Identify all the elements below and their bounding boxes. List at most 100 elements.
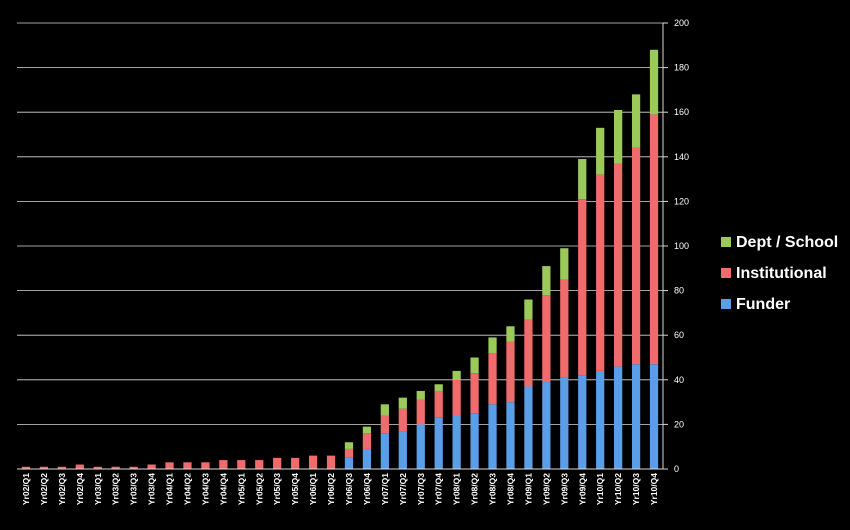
bar-institutional	[291, 457, 300, 469]
bar-institutional	[21, 466, 31, 469]
axes: 0 20 40 60 80 100 120 140 160 180 200 Yr02/Q1 Yr02/Q…	[17, 18, 689, 505]
bar-institutional	[578, 199, 587, 376]
y-tick-label: 200	[674, 18, 689, 28]
bar-institutional	[416, 399, 425, 425]
bar-funder	[488, 404, 497, 469]
bar-institutional	[344, 448, 354, 458]
bar-dept-school	[578, 159, 587, 200]
x-tick-label: Yr06/Q3	[344, 473, 354, 505]
x-tick-label: Yr02/Q2	[39, 473, 49, 505]
bar-funder	[524, 386, 533, 469]
bar-funder	[542, 382, 551, 469]
bar-institutional	[631, 147, 641, 365]
x-tick-label: Yr07/Q3	[416, 473, 426, 505]
x-tick-label: Yr07/Q2	[398, 473, 408, 505]
x-tick-label: Yr05/Q1	[236, 473, 246, 505]
bar-institutional	[57, 466, 66, 469]
x-tick-label: Yr04/Q4	[218, 473, 228, 505]
x-tick-label: Yr07/Q4	[434, 473, 444, 505]
x-tick-label: Yr08/Q3	[488, 473, 498, 505]
bar-institutional	[488, 353, 497, 405]
x-tick-label: Yr08/Q1	[452, 473, 462, 505]
bar-institutional	[614, 163, 623, 367]
y-tick-label: 120	[674, 196, 689, 206]
y-tick-label: 160	[674, 107, 689, 117]
bar-funder	[344, 457, 354, 469]
x-tick-label: Yr05/Q4	[290, 473, 300, 505]
y-tick-label: 180	[674, 63, 689, 73]
gridlines	[17, 22, 663, 470]
x-tick-label: Yr10/Q4	[649, 473, 659, 505]
legend: Dept / School Institutional Funder	[721, 234, 838, 313]
x-tick-label: Yr07/Q1	[380, 473, 390, 505]
bar-dept-school	[398, 397, 407, 409]
bar-institutional	[237, 460, 246, 469]
x-tick-label: Yr06/Q2	[326, 473, 336, 505]
x-tick-label: Yr02/Q4	[75, 473, 85, 505]
legend-swatch-dept-school	[721, 237, 731, 247]
bar-institutional	[506, 341, 515, 403]
bar-funder	[416, 424, 425, 469]
x-tick-label: Yr02/Q1	[21, 473, 31, 505]
bar-institutional	[201, 462, 210, 469]
legend-label-institutional: Institutional	[736, 265, 827, 282]
bar-dept-school	[362, 426, 372, 434]
x-tick-label: Yr04/Q2	[182, 473, 192, 505]
y-tick-label: 0	[674, 464, 679, 474]
x-tick-label: Yr10/Q3	[631, 473, 641, 505]
x-tick-label: Yr02/Q3	[57, 473, 67, 505]
bar-institutional	[452, 379, 461, 416]
bar-funder	[470, 413, 479, 469]
bar-dept-school	[542, 266, 551, 296]
x-tick-label: Yr09/Q2	[541, 473, 551, 505]
x-tick-label: Yr09/Q4	[577, 473, 587, 505]
bar-dept-school	[649, 49, 659, 115]
x-tick-label: Yr03/Q2	[111, 473, 121, 505]
x-tick-label: Yr08/Q4	[505, 473, 515, 505]
legend-label-dept-school: Dept / School	[736, 234, 838, 251]
bar-funder	[631, 364, 641, 469]
bar-funder	[649, 364, 659, 469]
bar-institutional	[326, 455, 336, 469]
x-tick-label: Yr06/Q1	[308, 473, 318, 505]
bar-institutional	[39, 466, 49, 469]
bar-funder	[398, 431, 407, 469]
bar-dept-school	[614, 109, 623, 164]
x-tick-label: Yr04/Q1	[165, 473, 175, 505]
x-tick-label: Yr03/Q1	[93, 473, 103, 505]
bar-dept-school	[631, 94, 641, 148]
y-tick-label: 140	[674, 152, 689, 162]
legend-label-funder: Funder	[736, 296, 790, 313]
y-tick-label: 100	[674, 241, 689, 251]
bar-institutional	[398, 408, 407, 432]
x-tick-label: Yr05/Q3	[272, 473, 282, 505]
y-tick-label: 80	[674, 286, 684, 296]
bar-institutional	[308, 455, 318, 469]
bar-funder	[362, 448, 372, 469]
legend-swatch-funder	[721, 299, 731, 309]
bar-dept-school	[416, 390, 425, 400]
bar-institutional	[219, 460, 228, 469]
bar-institutional	[183, 462, 192, 469]
bar-institutional	[273, 457, 282, 469]
bar-funder	[560, 377, 569, 469]
bar-institutional	[147, 464, 156, 469]
bar-institutional	[380, 415, 389, 434]
bar-funder	[506, 402, 515, 469]
bar-institutional	[470, 373, 479, 414]
bar-institutional	[129, 466, 138, 469]
legend-swatch-institutional	[721, 268, 731, 278]
bar-dept-school	[380, 404, 389, 416]
bar-funder	[452, 415, 461, 469]
bar-institutional	[111, 466, 120, 469]
bars	[21, 49, 659, 469]
bar-institutional	[75, 464, 84, 469]
bar-dept-school	[506, 326, 515, 342]
x-tick-label: Yr03/Q4	[147, 473, 157, 505]
x-tick-label: Yr06/Q4	[362, 473, 372, 505]
bar-dept-school	[488, 337, 497, 354]
bar-funder	[578, 375, 587, 469]
